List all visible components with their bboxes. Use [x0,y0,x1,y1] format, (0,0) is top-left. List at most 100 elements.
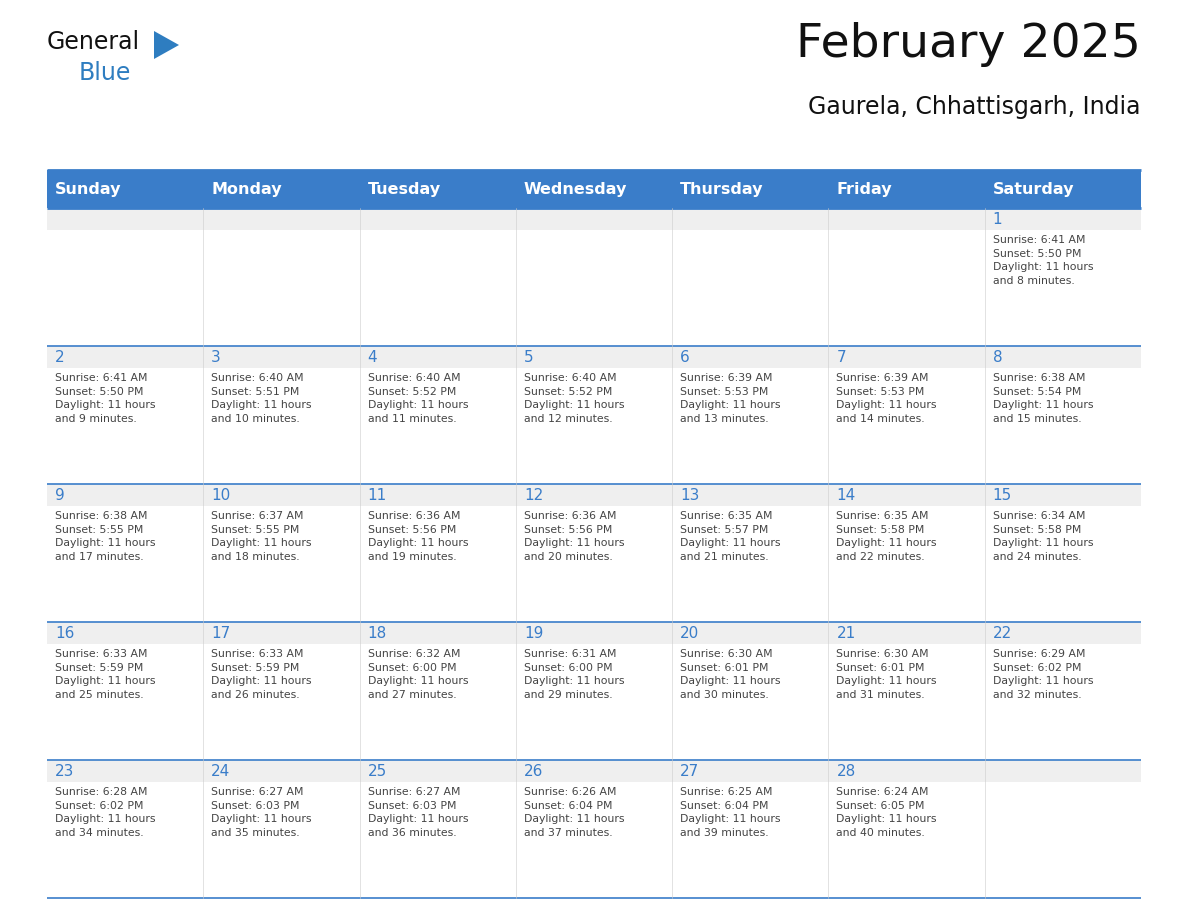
Text: 16: 16 [55,626,75,641]
Text: 10: 10 [211,488,230,503]
Text: 19: 19 [524,626,543,641]
Bar [985,760,1140,898]
Text: Sunrise: 6:33 AM
Sunset: 5:59 PM
Daylight: 11 hours
and 25 minutes.: Sunrise: 6:33 AM Sunset: 5:59 PM Dayligh… [55,649,156,700]
Bar [985,622,1140,760]
Bar [828,484,985,506]
Polygon shape [154,31,179,59]
Bar [48,760,203,782]
Text: Sunrise: 6:33 AM
Sunset: 5:59 PM
Daylight: 11 hours
and 26 minutes.: Sunrise: 6:33 AM Sunset: 5:59 PM Dayligh… [211,649,311,700]
Bar [48,622,203,760]
Bar [360,622,516,760]
Bar [985,346,1140,484]
Bar [203,208,360,230]
Bar [48,170,203,208]
Text: Sunrise: 6:39 AM
Sunset: 5:53 PM
Daylight: 11 hours
and 14 minutes.: Sunrise: 6:39 AM Sunset: 5:53 PM Dayligh… [836,373,937,424]
Text: 2: 2 [55,350,64,365]
Bar [48,346,203,484]
Bar [360,346,516,484]
Bar [203,484,360,506]
Bar [516,484,672,622]
Bar [203,760,360,782]
Text: 13: 13 [681,488,700,503]
Text: 3: 3 [211,350,221,365]
Text: Sunrise: 6:40 AM
Sunset: 5:51 PM
Daylight: 11 hours
and 10 minutes.: Sunrise: 6:40 AM Sunset: 5:51 PM Dayligh… [211,373,311,424]
Text: 5: 5 [524,350,533,365]
Text: 15: 15 [993,488,1012,503]
Bar [828,170,985,208]
Bar [828,208,985,230]
Bar [360,208,516,346]
Bar [48,760,203,898]
Bar [48,484,203,622]
Text: Sunday: Sunday [55,182,121,196]
Bar [672,208,828,346]
Text: 12: 12 [524,488,543,503]
Bar [203,484,360,622]
Text: Sunrise: 6:27 AM
Sunset: 6:03 PM
Daylight: 11 hours
and 35 minutes.: Sunrise: 6:27 AM Sunset: 6:03 PM Dayligh… [211,787,311,838]
Text: Sunrise: 6:41 AM
Sunset: 5:50 PM
Daylight: 11 hours
and 9 minutes.: Sunrise: 6:41 AM Sunset: 5:50 PM Dayligh… [55,373,156,424]
Text: 22: 22 [993,626,1012,641]
Bar [203,208,360,346]
Bar [516,208,672,230]
Bar [672,622,828,644]
Text: Monday: Monday [211,182,282,196]
Text: 6: 6 [681,350,690,365]
Text: Sunrise: 6:31 AM
Sunset: 6:00 PM
Daylight: 11 hours
and 29 minutes.: Sunrise: 6:31 AM Sunset: 6:00 PM Dayligh… [524,649,625,700]
Text: Friday: Friday [836,182,892,196]
Bar [828,346,985,368]
Bar [516,484,672,506]
Text: Thursday: Thursday [681,182,764,196]
Text: Sunrise: 6:34 AM
Sunset: 5:58 PM
Daylight: 11 hours
and 24 minutes.: Sunrise: 6:34 AM Sunset: 5:58 PM Dayligh… [993,511,1093,562]
Bar [985,760,1140,782]
Text: Blue: Blue [78,61,132,85]
Bar [672,484,828,622]
Text: 17: 17 [211,626,230,641]
Bar [203,170,360,208]
Bar [828,208,985,346]
Text: 4: 4 [367,350,378,365]
Text: Saturday: Saturday [993,182,1074,196]
Text: Sunrise: 6:29 AM
Sunset: 6:02 PM
Daylight: 11 hours
and 32 minutes.: Sunrise: 6:29 AM Sunset: 6:02 PM Dayligh… [993,649,1093,700]
Bar [672,346,828,484]
Text: 25: 25 [367,764,387,779]
Text: Sunrise: 6:38 AM
Sunset: 5:55 PM
Daylight: 11 hours
and 17 minutes.: Sunrise: 6:38 AM Sunset: 5:55 PM Dayligh… [55,511,156,562]
Bar [48,208,203,346]
Bar [985,208,1140,346]
Text: 27: 27 [681,764,700,779]
Text: Sunrise: 6:24 AM
Sunset: 6:05 PM
Daylight: 11 hours
and 40 minutes.: Sunrise: 6:24 AM Sunset: 6:05 PM Dayligh… [836,787,937,838]
Text: Wednesday: Wednesday [524,182,627,196]
Bar [516,760,672,782]
Bar [828,760,985,898]
Bar [672,622,828,760]
Text: Sunrise: 6:39 AM
Sunset: 5:53 PM
Daylight: 11 hours
and 13 minutes.: Sunrise: 6:39 AM Sunset: 5:53 PM Dayligh… [681,373,781,424]
Bar [360,484,516,506]
Bar [203,760,360,898]
Text: Sunrise: 6:32 AM
Sunset: 6:00 PM
Daylight: 11 hours
and 27 minutes.: Sunrise: 6:32 AM Sunset: 6:00 PM Dayligh… [367,649,468,700]
Bar [672,208,828,230]
Bar [516,346,672,368]
Bar [672,170,828,208]
Bar [516,346,672,484]
Text: 21: 21 [836,626,855,641]
Bar [48,622,203,644]
Text: 1: 1 [993,212,1003,227]
Bar [48,346,203,368]
Text: Sunrise: 6:36 AM
Sunset: 5:56 PM
Daylight: 11 hours
and 19 minutes.: Sunrise: 6:36 AM Sunset: 5:56 PM Dayligh… [367,511,468,562]
Bar [985,622,1140,644]
Bar [203,346,360,368]
Text: 9: 9 [55,488,65,503]
Bar [985,208,1140,230]
Text: 18: 18 [367,626,387,641]
Bar [360,760,516,898]
Bar [203,622,360,644]
Bar [985,484,1140,506]
Bar [516,208,672,346]
Bar [48,484,203,506]
Text: Sunrise: 6:41 AM
Sunset: 5:50 PM
Daylight: 11 hours
and 8 minutes.: Sunrise: 6:41 AM Sunset: 5:50 PM Dayligh… [993,235,1093,285]
Bar [360,170,516,208]
Text: Sunrise: 6:36 AM
Sunset: 5:56 PM
Daylight: 11 hours
and 20 minutes.: Sunrise: 6:36 AM Sunset: 5:56 PM Dayligh… [524,511,625,562]
Bar [516,170,672,208]
Bar [516,760,672,898]
Text: 26: 26 [524,764,543,779]
Text: Sunrise: 6:37 AM
Sunset: 5:55 PM
Daylight: 11 hours
and 18 minutes.: Sunrise: 6:37 AM Sunset: 5:55 PM Dayligh… [211,511,311,562]
